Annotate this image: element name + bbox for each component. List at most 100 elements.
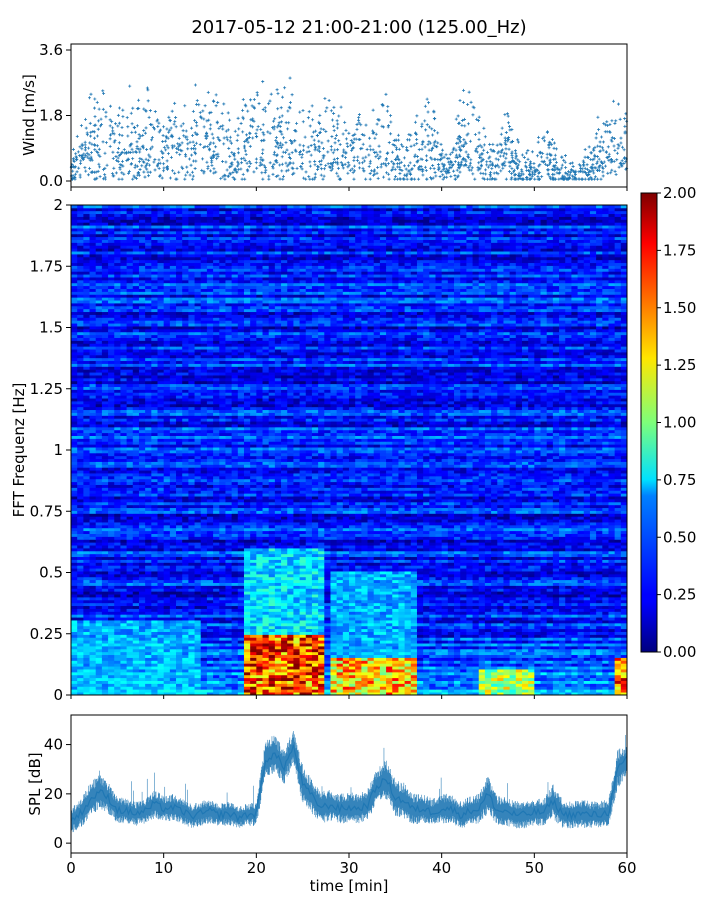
wind-point bbox=[130, 147, 134, 151]
spectrogram-cell bbox=[528, 594, 535, 598]
spectrogram-cell bbox=[540, 605, 548, 609]
spectrogram-cell bbox=[83, 594, 90, 598]
spectrogram-cell bbox=[83, 654, 90, 658]
spectrogram-cell bbox=[342, 671, 350, 676]
spectrogram-cell bbox=[503, 648, 511, 653]
spectrogram-cell bbox=[608, 651, 616, 656]
wind-point bbox=[225, 135, 229, 139]
spectrogram-cell bbox=[95, 654, 103, 658]
spectrogram-cell bbox=[435, 617, 443, 621]
wind-point bbox=[117, 146, 121, 150]
spectrogram-cell bbox=[330, 671, 338, 676]
spectrogram-cell bbox=[497, 597, 504, 601]
spectrogram-cell bbox=[491, 689, 498, 693]
spectrogram-cell bbox=[95, 669, 103, 673]
spectrogram-cell bbox=[423, 599, 430, 604]
wind-point bbox=[384, 92, 388, 96]
spectrogram-cell bbox=[293, 628, 300, 632]
spectrogram-cell bbox=[546, 602, 554, 607]
spectrogram-cell bbox=[404, 599, 412, 604]
spectrogram-cell bbox=[472, 657, 480, 661]
spectrogram-cell bbox=[602, 674, 609, 679]
spectrogram-cell bbox=[237, 602, 245, 607]
wind-point bbox=[382, 175, 386, 179]
spectrogram-cell bbox=[416, 648, 424, 653]
wind-point bbox=[261, 177, 265, 181]
spectrogram-cell bbox=[454, 680, 461, 684]
spectrogram-cell bbox=[361, 614, 368, 618]
spectrogram-cell bbox=[274, 648, 282, 653]
spectrogram-cell bbox=[534, 654, 541, 658]
spectrogram-cell bbox=[534, 631, 541, 635]
spectrogram-cell bbox=[138, 648, 146, 653]
spectrogram-cell bbox=[435, 637, 443, 641]
spectrogram-cell bbox=[120, 611, 127, 615]
spectrogram-cell bbox=[324, 666, 331, 670]
spectrogram-cell bbox=[132, 660, 140, 664]
spectrogram-cell bbox=[392, 657, 399, 661]
wind-point bbox=[619, 136, 623, 140]
spectrogram-cell bbox=[194, 674, 202, 679]
spectrogram-cell bbox=[565, 663, 572, 667]
spectrogram-cell bbox=[528, 614, 535, 618]
spectrogram-cell bbox=[169, 666, 177, 670]
spectrogram-cell bbox=[268, 674, 276, 679]
spectrogram-cell bbox=[602, 608, 609, 612]
spectrogram-cell bbox=[108, 643, 115, 647]
spectrogram-cell bbox=[157, 640, 165, 644]
wind-point bbox=[202, 125, 206, 129]
spectrogram-cell bbox=[138, 622, 146, 627]
spectrogram-cell bbox=[305, 669, 313, 673]
spectrogram-cell bbox=[454, 654, 461, 658]
wind-point bbox=[205, 160, 209, 164]
spectrogram-cell bbox=[311, 669, 319, 673]
spectrogram-cell bbox=[151, 689, 158, 693]
wind-point bbox=[85, 133, 89, 137]
spectrogram-cell bbox=[404, 666, 412, 670]
spectrogram-cell bbox=[460, 611, 467, 615]
spectrogram-cell bbox=[83, 643, 90, 647]
wind-point bbox=[454, 117, 458, 121]
spectrogram-cell bbox=[71, 634, 78, 638]
spectrogram-cell bbox=[138, 599, 146, 604]
wind-point bbox=[471, 172, 475, 176]
spectrogram-cell bbox=[441, 648, 449, 653]
wind-point bbox=[237, 167, 241, 171]
spectrogram-cell bbox=[355, 686, 362, 690]
spectrogram-cell bbox=[311, 686, 319, 690]
spectrogram-cell bbox=[355, 608, 362, 612]
wind-point bbox=[464, 150, 468, 154]
spectrogram-cell bbox=[608, 634, 616, 638]
spectrogram-cell bbox=[454, 648, 461, 653]
spectrogram-cell bbox=[620, 680, 628, 684]
spectrogram-cell bbox=[528, 677, 535, 681]
spectrogram-cell bbox=[361, 648, 368, 653]
spectrogram-cell bbox=[546, 597, 554, 601]
spectrogram-cell bbox=[361, 628, 368, 632]
spectrogram-cell bbox=[521, 637, 529, 641]
spectrogram-cell bbox=[206, 677, 214, 681]
spectrogram-cell bbox=[608, 680, 616, 684]
wind-point bbox=[84, 126, 88, 130]
spectrogram-cell bbox=[423, 620, 430, 624]
wind-point bbox=[357, 118, 361, 122]
spectrogram-cell bbox=[336, 625, 344, 630]
spectrogram-cell bbox=[565, 614, 572, 618]
spectrogram-cell bbox=[398, 660, 405, 664]
spectrogram-cell bbox=[268, 602, 276, 607]
spectrogram-cell bbox=[157, 628, 165, 632]
spectrogram-cell bbox=[206, 689, 214, 693]
wind-point bbox=[326, 162, 330, 166]
spectrogram-cell bbox=[71, 686, 78, 690]
spectrogram-cell bbox=[157, 608, 165, 612]
spectrogram-cell bbox=[602, 663, 609, 667]
spectrogram-cell bbox=[546, 605, 554, 609]
spectrogram-cell bbox=[416, 651, 424, 656]
wind-point bbox=[191, 140, 195, 144]
spectrogram-cell bbox=[552, 602, 560, 607]
spectrogram-cell bbox=[299, 631, 307, 635]
spectrogram-cell bbox=[157, 677, 165, 681]
spectrogram-cell bbox=[484, 637, 492, 641]
spectrogram-cell bbox=[497, 654, 504, 658]
spectrogram-cell bbox=[589, 660, 597, 664]
